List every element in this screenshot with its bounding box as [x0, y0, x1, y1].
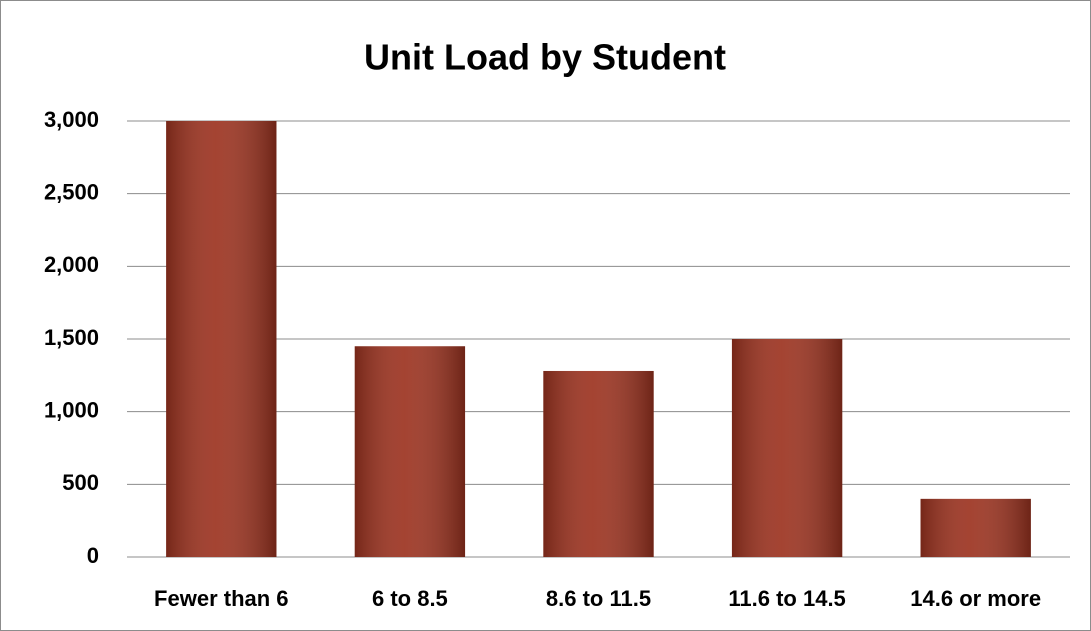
bar-shading [354, 346, 466, 557]
y-tick-label: 0 [87, 543, 99, 568]
y-tick-label: 2,500 [44, 179, 99, 204]
y-tick-label: 500 [62, 470, 99, 495]
x-tick-label: 6 to 8.5 [372, 586, 448, 611]
bar-shading [543, 370, 654, 557]
x-tick-label: 11.6 to 14.5 [728, 586, 845, 611]
y-tick-label: 1,000 [44, 397, 99, 422]
bar-shading [166, 121, 277, 557]
bar-shading [731, 339, 843, 557]
x-tick-label: Fewer than 6 [154, 586, 288, 611]
y-tick-label: 2,000 [44, 252, 99, 277]
y-tick-label: 1,500 [44, 325, 99, 350]
x-tick-label: 8.6 to 11.5 [546, 586, 651, 611]
y-tick-label: 3,000 [44, 107, 99, 132]
chart-title: Unit Load by Student [364, 37, 726, 78]
bar-shading [920, 498, 1031, 557]
x-tick-label: 14.6 or more [910, 586, 1041, 611]
